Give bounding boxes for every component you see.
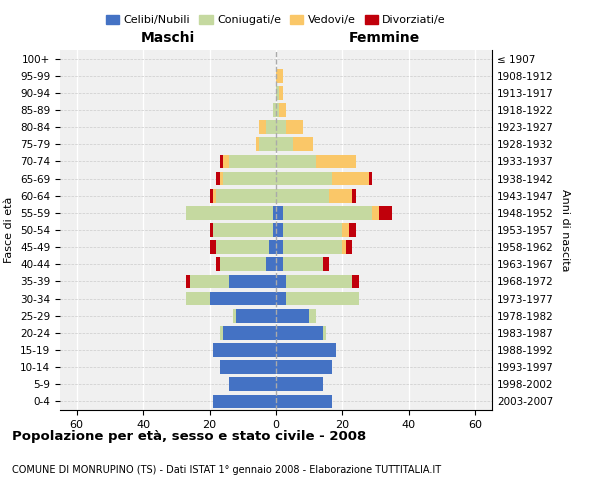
Bar: [373, 206, 379, 220]
Y-axis label: Fasce di età: Fasce di età: [4, 197, 14, 263]
Bar: [276, 274, 286, 288]
Bar: [369, 172, 373, 185]
Bar: [346, 240, 352, 254]
Bar: [186, 292, 209, 306]
Bar: [213, 189, 216, 202]
Bar: [332, 172, 369, 185]
Bar: [259, 138, 276, 151]
Bar: [229, 378, 276, 391]
Bar: [209, 223, 213, 237]
Bar: [323, 258, 329, 271]
Bar: [283, 258, 323, 271]
Bar: [379, 206, 392, 220]
Bar: [276, 378, 323, 391]
Bar: [283, 206, 373, 220]
Text: Popolazione per età, sesso e stato civile - 2008: Popolazione per età, sesso e stato civil…: [12, 430, 366, 443]
Bar: [220, 360, 276, 374]
Bar: [276, 103, 280, 117]
Bar: [216, 240, 269, 254]
Bar: [352, 274, 359, 288]
Bar: [276, 223, 283, 237]
Bar: [190, 274, 229, 288]
Bar: [236, 309, 276, 322]
Bar: [283, 223, 343, 237]
Bar: [259, 120, 266, 134]
Bar: [343, 223, 349, 237]
Bar: [216, 258, 220, 271]
Bar: [276, 343, 336, 357]
Bar: [280, 86, 283, 100]
Bar: [286, 120, 302, 134]
Bar: [276, 172, 332, 185]
Bar: [343, 240, 346, 254]
Bar: [323, 326, 326, 340]
Y-axis label: Anni di nascita: Anni di nascita: [560, 188, 570, 271]
Bar: [223, 172, 276, 185]
Bar: [213, 343, 276, 357]
Bar: [213, 223, 272, 237]
Bar: [223, 326, 276, 340]
Bar: [276, 86, 280, 100]
Bar: [209, 292, 276, 306]
Legend: Celibi/Nubili, Coniugati/e, Vedovi/e, Divorziati/e: Celibi/Nubili, Coniugati/e, Vedovi/e, Di…: [101, 10, 451, 30]
Bar: [272, 103, 276, 117]
Bar: [209, 240, 216, 254]
Bar: [286, 274, 352, 288]
Bar: [220, 154, 223, 168]
Bar: [329, 189, 352, 202]
Bar: [276, 138, 293, 151]
Bar: [272, 206, 276, 220]
Bar: [286, 292, 359, 306]
Bar: [213, 394, 276, 408]
Bar: [276, 292, 286, 306]
Bar: [309, 309, 316, 322]
Bar: [283, 240, 343, 254]
Bar: [220, 326, 223, 340]
Bar: [276, 120, 286, 134]
Bar: [276, 189, 329, 202]
Bar: [276, 394, 332, 408]
Bar: [293, 138, 313, 151]
Bar: [352, 189, 356, 202]
Bar: [272, 223, 276, 237]
Text: COMUNE DI MONRUPINO (TS) - Dati ISTAT 1° gennaio 2008 - Elaborazione TUTTITALIA.: COMUNE DI MONRUPINO (TS) - Dati ISTAT 1°…: [12, 465, 441, 475]
Bar: [209, 189, 213, 202]
Text: Femmine: Femmine: [349, 31, 419, 45]
Bar: [256, 138, 259, 151]
Bar: [316, 154, 356, 168]
Bar: [276, 309, 309, 322]
Text: Maschi: Maschi: [141, 31, 195, 45]
Bar: [276, 206, 283, 220]
Bar: [276, 326, 323, 340]
Bar: [276, 240, 283, 254]
Bar: [266, 120, 276, 134]
Bar: [186, 206, 272, 220]
Bar: [220, 172, 223, 185]
Bar: [223, 154, 229, 168]
Bar: [186, 274, 190, 288]
Bar: [266, 258, 276, 271]
Bar: [349, 223, 356, 237]
Bar: [229, 274, 276, 288]
Bar: [216, 172, 220, 185]
Bar: [220, 258, 266, 271]
Bar: [276, 258, 283, 271]
Bar: [276, 154, 316, 168]
Bar: [276, 69, 283, 82]
Bar: [276, 360, 332, 374]
Bar: [229, 154, 276, 168]
Bar: [216, 189, 276, 202]
Bar: [233, 309, 236, 322]
Bar: [280, 103, 286, 117]
Bar: [269, 240, 276, 254]
